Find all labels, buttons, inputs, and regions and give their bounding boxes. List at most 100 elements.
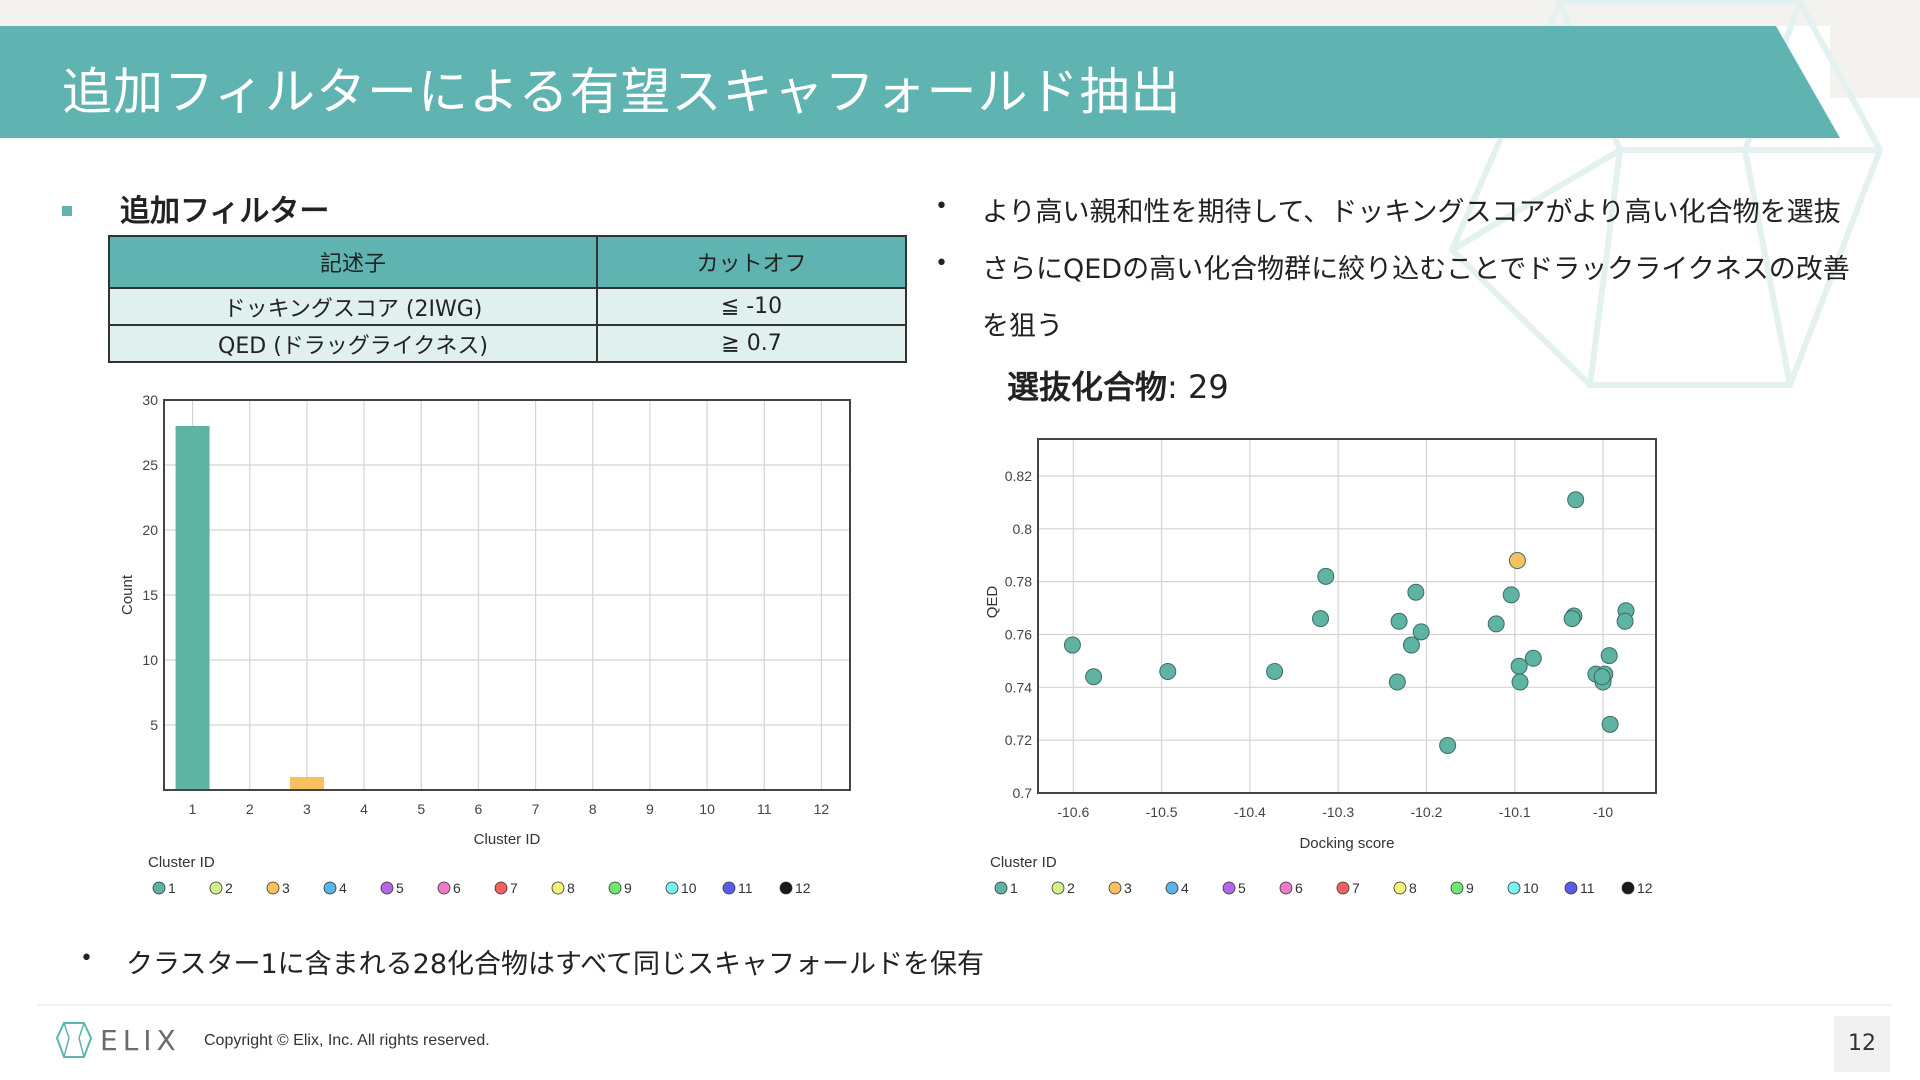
- legend-marker-2: [1051, 881, 1065, 895]
- legend-marker-7: [1336, 881, 1350, 895]
- x-tick-label: 11: [757, 801, 772, 817]
- legend-marker-10: [1507, 881, 1521, 895]
- legend-marker-10: [665, 881, 679, 895]
- table-cell-descriptor: QED (ドラッグライクネス): [108, 324, 598, 363]
- scatter-point: [1510, 657, 1528, 675]
- table-cell-cutoff: ≧ 0.7: [596, 324, 907, 363]
- scatter-point: [1388, 673, 1406, 691]
- legend-label-1: 1: [168, 880, 176, 896]
- legend-label-3: 3: [1124, 880, 1132, 896]
- legend-label-12: 12: [1637, 880, 1653, 896]
- y-tick-label: 0.82: [1005, 468, 1032, 484]
- selected-value: : 29: [1167, 368, 1229, 406]
- x-tick-label: -10.5: [1146, 804, 1178, 820]
- scatter-point: [1601, 715, 1619, 733]
- legend-marker-9: [608, 881, 622, 895]
- scatter-point: [1402, 636, 1420, 654]
- scatter-point: [1312, 610, 1330, 628]
- legend-marker-3: [266, 881, 280, 895]
- legend-marker-5: [1222, 881, 1236, 895]
- x-tick-label: -10.6: [1057, 804, 1089, 820]
- filter-table: 記述子 カットオフ ドッキングスコア (2IWG) ≦ -10 QED (ドラッ…: [108, 235, 907, 363]
- legend-marker-4: [1165, 881, 1179, 895]
- decorative-crystal-outline: [1448, 0, 1884, 388]
- x-tick-label: 12: [814, 801, 830, 817]
- legend-marker-3: [1108, 881, 1122, 895]
- scatter-point: [1511, 673, 1529, 691]
- legend-marker-11: [722, 881, 736, 895]
- table-header-cutoff: カットオフ: [596, 235, 907, 289]
- legend-label-9: 9: [1466, 880, 1474, 896]
- x-tick-label: 6: [475, 801, 483, 817]
- y-tick-label: 0.78: [1005, 574, 1032, 590]
- bullet-text-1: より高い親和性を期待して、ドッキングスコアがより高い化合物を選抜: [982, 197, 1841, 228]
- square-bullet-icon: [62, 206, 72, 216]
- scatter-point: [1439, 736, 1457, 754]
- legend-label-7: 7: [1352, 880, 1360, 896]
- page-number: 12: [1834, 1016, 1890, 1072]
- scatter-point: [1085, 668, 1103, 686]
- y-tick-label: 0.8: [1013, 521, 1033, 537]
- scatter-point: [1412, 623, 1430, 641]
- y-tick-label: 10: [142, 652, 158, 668]
- scatter-point: [1616, 612, 1634, 630]
- legend-title: Cluster ID: [148, 854, 215, 871]
- plot-frame: [163, 399, 851, 791]
- y-tick-label: 15: [142, 587, 158, 603]
- y-axis-label: Count: [119, 574, 136, 615]
- legend-label-8: 8: [1409, 880, 1417, 896]
- selected-count: 選抜化合物: 29: [1007, 362, 1229, 408]
- y-tick-label: 0.76: [1005, 626, 1032, 642]
- bullet-text-2-cont: を狙う: [982, 311, 1063, 342]
- legend-marker-6: [437, 881, 451, 895]
- legend-label-10: 10: [681, 880, 697, 896]
- bar-cluster-1: [175, 426, 210, 790]
- legend-label-6: 6: [1295, 880, 1303, 896]
- x-tick-label: -10.4: [1234, 804, 1266, 820]
- scatter-point: [1487, 615, 1505, 633]
- slide-title: 追加フィルターによる有望スキャフォールド抽出: [62, 63, 1182, 121]
- bullet-dot-icon: •: [935, 194, 948, 219]
- x-tick-label: 3: [303, 801, 311, 817]
- bullet-text-2: さらにQEDの高い化合物群に絞り込むことでドラックライクネスの改善: [982, 254, 1850, 285]
- bar-cluster-3: [289, 777, 324, 790]
- selected-label: 選抜化合物: [1007, 368, 1168, 406]
- legend-label-5: 5: [396, 880, 404, 896]
- table-cell-cutoff: ≦ -10: [596, 287, 907, 326]
- legend-label-2: 2: [225, 880, 233, 896]
- legend-marker-4: [323, 881, 337, 895]
- legend-title: Cluster ID: [990, 854, 1057, 871]
- x-axis-label: Docking score: [1299, 835, 1394, 852]
- x-axis-label: Cluster ID: [474, 831, 541, 848]
- legend-label-5: 5: [1238, 880, 1246, 896]
- table-row: ドッキングスコア (2IWG) ≦ -10: [108, 287, 907, 326]
- elix-logo-icon: [55, 1022, 93, 1058]
- x-tick-label: 7: [532, 801, 540, 817]
- x-tick-label: 1: [189, 801, 197, 817]
- legend-label-2: 2: [1067, 880, 1075, 896]
- legend-label-11: 11: [1580, 880, 1595, 896]
- legend-marker-11: [1564, 881, 1578, 895]
- legend-marker-12: [1621, 881, 1635, 895]
- legend-marker-8: [1393, 881, 1407, 895]
- scatter-point: [1317, 567, 1335, 585]
- scatter-point: [1563, 610, 1581, 628]
- scatter-point: [1593, 668, 1611, 686]
- plot-frame: [1037, 438, 1657, 794]
- x-tick-label: 8: [589, 801, 597, 817]
- table-row: QED (ドラッグライクネス) ≧ 0.7: [108, 324, 907, 363]
- legend-label-7: 7: [510, 880, 518, 896]
- scatter-point: [1390, 612, 1408, 630]
- table-header-descriptor: 記述子: [108, 235, 598, 289]
- table-header-row: 記述子 カットオフ: [108, 235, 907, 289]
- x-tick-label: -10: [1593, 804, 1613, 820]
- y-tick-label: 20: [142, 522, 158, 538]
- y-axis-label: QED: [984, 586, 1001, 619]
- scatter-point: [1524, 649, 1542, 667]
- legend-label-9: 9: [624, 880, 632, 896]
- legend-label-8: 8: [567, 880, 575, 896]
- footer-divider: [38, 1004, 1892, 1006]
- x-tick-label: -10.3: [1322, 804, 1354, 820]
- legend-label-1: 1: [1010, 880, 1018, 896]
